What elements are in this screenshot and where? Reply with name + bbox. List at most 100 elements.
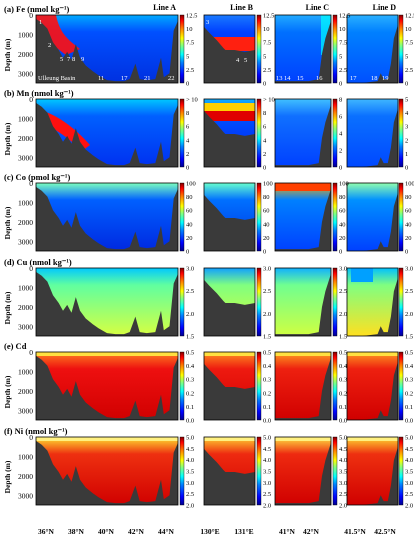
x-tick-label: 44°N xyxy=(158,527,174,536)
colorbar-tick-label: 8 xyxy=(186,110,189,117)
panel-c-line-c xyxy=(274,182,338,252)
colorbar-tick-label: 5.0 xyxy=(263,435,271,442)
colorbar-tick-label: 2.0 xyxy=(339,503,347,510)
colorbar-tick-label: 80 xyxy=(263,194,270,201)
colorbar-tick-label: 2.5 xyxy=(405,491,413,498)
colorbar-tick-label: 0.4 xyxy=(263,363,272,370)
colorbar-tick-label: 40 xyxy=(263,221,270,228)
colorbar xyxy=(398,98,404,168)
colorbar-tick-label: 2.0 xyxy=(186,311,194,318)
colorbar-tick-label: 6 xyxy=(263,124,267,131)
seafloor xyxy=(275,20,331,83)
seafloor xyxy=(347,24,398,83)
co-maximum xyxy=(275,183,331,191)
colorbar-tick-label: 3 xyxy=(405,124,408,131)
seafloor xyxy=(347,277,398,336)
cd-surface xyxy=(275,352,331,356)
colorbar-tick-label: 2.5 xyxy=(186,288,194,295)
x-tick-label: 41.5°N xyxy=(344,527,366,536)
panel-frame xyxy=(346,182,399,252)
panel-frame xyxy=(35,436,179,506)
colorbar-tick-label: 0.2 xyxy=(339,390,347,397)
colorbar-tick-label: 0.1 xyxy=(263,404,271,411)
seafloor xyxy=(275,104,331,167)
panel-frame xyxy=(274,98,332,168)
panel-e-line-d xyxy=(346,351,404,421)
colorbar-tick-label: 20 xyxy=(339,235,346,242)
colorbar-tick-label: 2.0 xyxy=(263,503,271,510)
colorbar-tick-label: 0.4 xyxy=(186,363,195,370)
panel-title: (a) Fe (nmol kg⁻¹) xyxy=(4,4,70,14)
station-label: 8 xyxy=(72,56,75,63)
colorbar-tick-label: 60 xyxy=(263,208,270,215)
x-tick-label: 40°N xyxy=(98,527,114,536)
colorbar-tick-label: 3.5 xyxy=(339,469,347,476)
colorbar-tick-label: 4 xyxy=(405,110,409,117)
colorbar xyxy=(332,267,338,337)
colorbar-tick-label: 3.0 xyxy=(186,480,194,487)
colorbar-tick-label: 0.1 xyxy=(186,404,194,411)
colorbar-tick-label: 0 xyxy=(263,249,266,256)
colorbar-tick-label: 0.0 xyxy=(186,418,194,425)
mn-maximum xyxy=(204,111,255,121)
colorbar-tick-label: 2.5 xyxy=(263,288,271,295)
colorbar-tick-label: > 10 xyxy=(186,97,198,104)
colorbar-tick-label: 12.5 xyxy=(405,13,414,20)
station-label: 4 xyxy=(236,57,240,64)
colorbar-tick-label: 0 xyxy=(405,81,408,88)
colorbar-tick-label: 1.5 xyxy=(186,334,194,341)
colorbar-tick-label: 0.0 xyxy=(339,418,347,425)
colorbar-tick-label: 5 xyxy=(405,97,408,104)
y-tick-label: 1000 xyxy=(18,452,33,461)
colorbar xyxy=(332,182,338,252)
panel-e-line-c xyxy=(274,351,338,421)
panel-frame xyxy=(274,182,332,252)
panel-d-line-c xyxy=(274,267,338,337)
colorbar-tick-label: 10 xyxy=(405,26,412,33)
colorbar xyxy=(398,267,404,337)
colorbar-tick-label: 0.2 xyxy=(263,390,271,397)
colorbar-tick-label: 5 xyxy=(339,53,342,60)
panel-frame xyxy=(346,267,399,337)
colorbar-tick-label: 80 xyxy=(186,194,193,201)
line-title: Line C xyxy=(306,3,330,12)
panel-frame xyxy=(274,351,332,421)
colorbar-tick-label: 2 xyxy=(339,148,342,155)
colorbar-tick-label: 7.5 xyxy=(405,40,413,47)
panel-frame xyxy=(203,351,256,421)
colorbar-tick-label: 3.0 xyxy=(339,266,347,273)
y-tick-label: 0 xyxy=(29,179,33,188)
y-tick-label: 3000 xyxy=(18,322,33,331)
colorbar-tick-label: 4.5 xyxy=(263,446,271,453)
colorbar-tick-label: 2.0 xyxy=(339,311,347,318)
colorbar-tick-label: 12.5 xyxy=(186,13,197,20)
colorbar-tick-label: 0.3 xyxy=(263,377,271,384)
colorbar xyxy=(332,14,338,84)
panel-a-line-c xyxy=(274,14,338,84)
panel-d-line-a xyxy=(35,267,185,337)
fe-maximum xyxy=(36,15,80,55)
y-tick-label: 3000 xyxy=(18,491,33,500)
y-tick-label: 1000 xyxy=(18,114,33,123)
cd-surface xyxy=(36,352,178,356)
colorbar-tick-label: 100 xyxy=(263,181,273,188)
colorbar-tick-label: 2.5 xyxy=(405,67,413,74)
line-title: Line A xyxy=(153,3,176,12)
colorbar-tick-label: 5 xyxy=(263,53,266,60)
panel-a-line-b xyxy=(203,14,262,84)
colorbar xyxy=(179,436,185,506)
colorbar-tick-label: 4 xyxy=(339,131,343,138)
panel-frame xyxy=(203,182,256,252)
panel-c-line-b xyxy=(203,182,262,252)
colorbar-tick-label: 3.0 xyxy=(263,480,271,487)
panel-frame xyxy=(346,14,399,84)
seafloor xyxy=(275,442,331,505)
colorbar-tick-label: 20 xyxy=(405,235,412,242)
y-axis-label: Depth (m) xyxy=(3,375,12,408)
colorbar-tick-label: 1 xyxy=(405,151,408,158)
y-tick-label: 3000 xyxy=(18,153,33,162)
colorbar-tick-label: 0.0 xyxy=(263,418,271,425)
panel-title: (b) Mn (nmol kg⁻¹) xyxy=(4,88,74,98)
colorbar xyxy=(256,351,262,421)
seafloor xyxy=(36,18,178,83)
